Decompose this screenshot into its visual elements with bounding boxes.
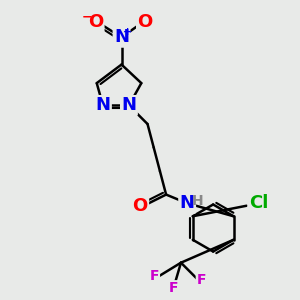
Text: N: N	[180, 194, 195, 212]
Text: O: O	[88, 14, 103, 32]
Text: F: F	[197, 273, 206, 287]
Text: N: N	[114, 28, 129, 46]
Text: O: O	[137, 14, 153, 32]
Text: N: N	[122, 96, 136, 114]
Text: +: +	[123, 27, 132, 37]
Text: F: F	[149, 269, 159, 283]
Text: F: F	[169, 281, 178, 295]
Text: H: H	[192, 194, 203, 208]
Text: Cl: Cl	[249, 194, 268, 212]
Text: N: N	[95, 96, 110, 114]
Text: −: −	[82, 11, 92, 23]
Text: O: O	[133, 197, 148, 215]
